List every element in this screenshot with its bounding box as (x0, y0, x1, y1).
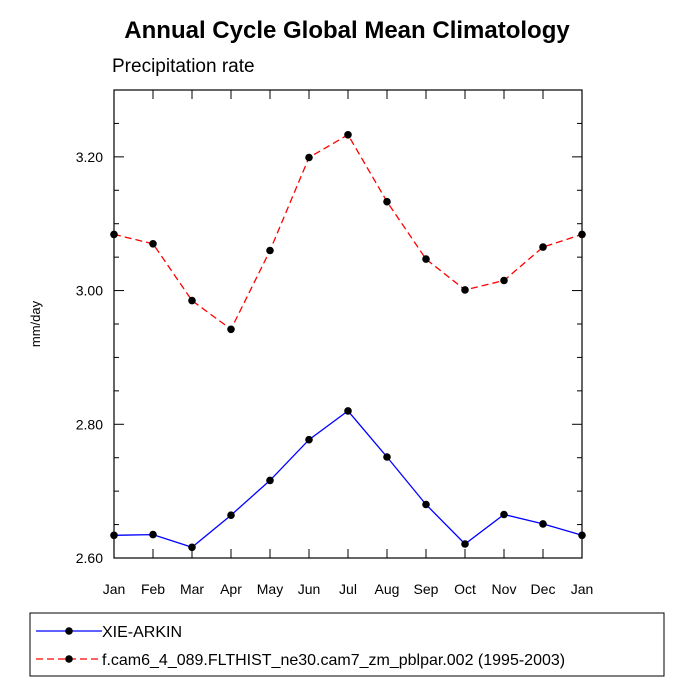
y-tick-label: 2.60 (76, 550, 103, 566)
data-point-xie-arkin (110, 531, 118, 540)
legend-item-model: f.cam6_4_089.FLTHIST_ne30.cam7_zm_pblpar… (36, 652, 565, 669)
x-tick-label: Aug (375, 581, 400, 597)
data-point-xie-arkin (461, 540, 469, 548)
data-point-xie-arkin (149, 530, 157, 539)
data-point-model (344, 131, 352, 139)
data-point-model (110, 230, 118, 239)
y-tick-label: 2.80 (76, 416, 103, 432)
data-point-model (422, 255, 430, 263)
data-point-xie-arkin (539, 520, 547, 528)
legend-box (29, 612, 665, 677)
legend-label-xie-arkin: XIE-ARKIN (102, 624, 182, 641)
data-point-xie-arkin (422, 500, 430, 509)
data-point-model (461, 286, 469, 294)
data-point-xie-arkin (344, 407, 352, 415)
data-point-model (227, 325, 235, 334)
x-tick-label: Jan (571, 581, 594, 597)
x-tick-label: Jan (103, 581, 126, 597)
data-point-xie-arkin (266, 476, 274, 485)
data-point-xie-arkin (500, 510, 508, 519)
data-point-model (149, 240, 157, 248)
data-point-xie-arkin (188, 543, 196, 552)
data-point-xie-arkin (383, 453, 391, 461)
legend-marker-model (65, 655, 73, 663)
legend-marker-xie-arkin (65, 627, 73, 635)
plot-frame (113, 89, 583, 559)
y-tick-label: 3.00 (76, 283, 103, 299)
x-tick-label: Nov (492, 581, 517, 597)
chart-title: Annual Cycle Global Mean Climatology (124, 17, 570, 44)
y-axis-label: mm/day (28, 300, 43, 347)
legend-label-model: f.cam6_4_089.FLTHIST_ne30.cam7_zm_pblpar… (102, 652, 565, 669)
data-point-xie-arkin (305, 435, 313, 444)
x-tick-label: Apr (220, 581, 242, 597)
data-point-model (383, 197, 391, 206)
x-tick-label: Jun (298, 581, 321, 597)
series-layer (110, 131, 586, 552)
data-point-model (539, 243, 547, 251)
data-point-model (578, 230, 586, 239)
x-tick-label: Dec (531, 581, 556, 597)
x-tick-label: Oct (454, 581, 476, 597)
x-tick-label: Feb (141, 581, 165, 597)
data-point-xie-arkin (227, 511, 235, 519)
series-line-model (113, 133, 583, 331)
data-point-model (266, 246, 274, 255)
x-tick-label: May (257, 581, 283, 597)
series-line-xie-arkin (113, 410, 583, 549)
data-point-model (188, 296, 196, 305)
data-point-model (305, 153, 313, 162)
axis-ticks: Jan Feb Mar Apr May Jun Jul Aug Sep Oct Nov Dec Jan2… (76, 89, 594, 597)
chart-subtitle: Precipitation rate (112, 56, 255, 77)
x-tick-label: Mar (180, 581, 204, 597)
x-tick-label: Jul (339, 581, 357, 597)
x-tick-label: Sep (414, 581, 439, 597)
data-point-model (500, 276, 508, 285)
y-tick-label: 3.20 (76, 149, 103, 165)
data-point-xie-arkin (578, 531, 586, 540)
legend-item-xie-arkin: XIE-ARKIN (36, 624, 182, 641)
